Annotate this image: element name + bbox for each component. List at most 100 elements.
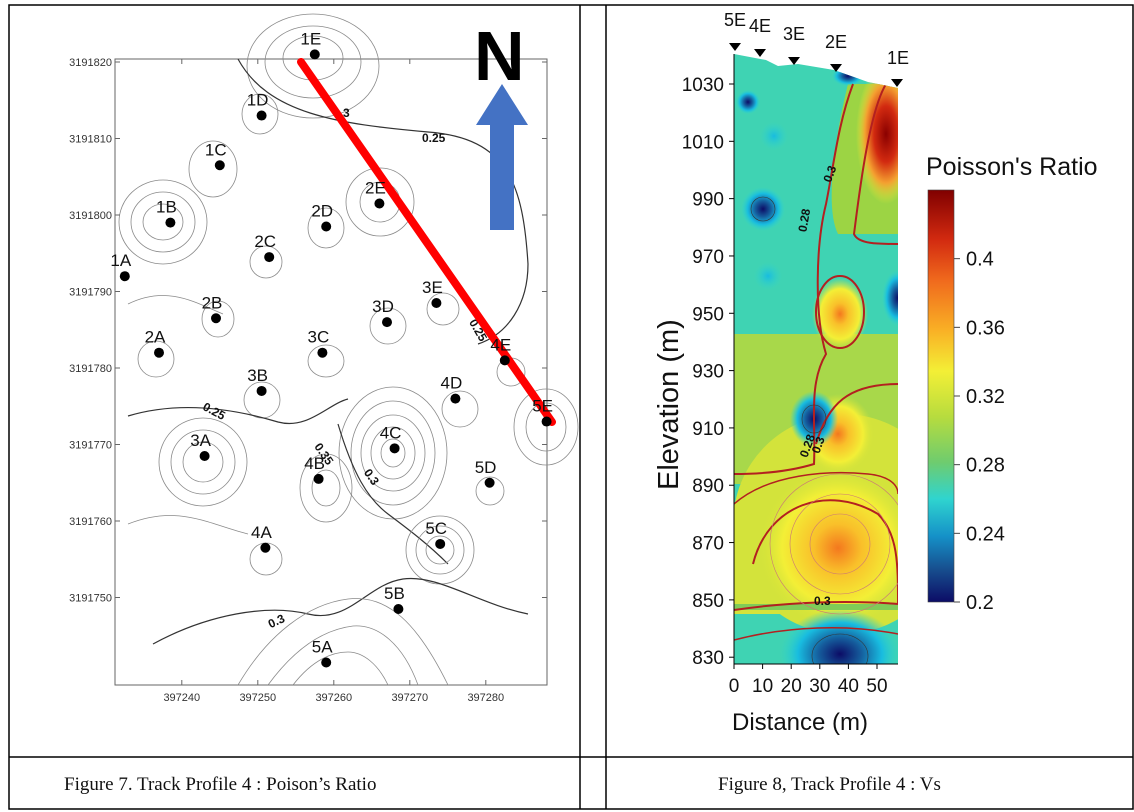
section-x-tick-label: 50 [866, 676, 887, 697]
station-label: 1A [110, 251, 131, 270]
map-y-tick-label: 3191770 [69, 440, 112, 452]
station-dot [499, 355, 510, 366]
section-y-tick-label: 970 [692, 247, 724, 268]
legend-tick-label: 0.24 [966, 523, 1005, 545]
map-frame [114, 58, 548, 686]
section-station-triangle [891, 79, 903, 87]
station-label: 5C [425, 519, 447, 538]
station-dot [484, 477, 495, 488]
section-station-triangle [754, 49, 766, 57]
station-label: 4E [490, 335, 511, 354]
map-y-tick-label: 3191750 [69, 593, 112, 605]
station-markers: 1E 1D 1C 1B 1A 2E 2D 2C 2B 2A 3E 3D 3C 3B 3A 4E 4D 4C 4B 4A… [110, 29, 553, 668]
station-label: 3C [308, 328, 330, 347]
caption-right: Figure 8, Track Profile 4 : Vs [718, 774, 941, 795]
station-dot [256, 110, 267, 121]
caption-left: Figure 7. Track Profile 4 : Poison’s Rat… [64, 774, 376, 795]
station-dot [260, 542, 271, 553]
station-label: 2B [202, 293, 223, 312]
station-dot [317, 347, 328, 358]
station-dot [313, 473, 324, 484]
section-y-tick-label: 830 [692, 648, 724, 669]
section-x-tick-label: 20 [781, 676, 802, 697]
contour-map: 0.3 0.25 0.25 0.35 0.3 0.3 0.25 31918203… [69, 13, 579, 704]
table-outer-border [8, 4, 1134, 810]
section-y-axis-label: Elevation (m) [653, 319, 685, 490]
station-dot [393, 603, 404, 614]
legend-tick-label: 0.2 [966, 592, 994, 614]
section-y-tick-label: 930 [692, 362, 724, 383]
station-dot [389, 443, 400, 454]
station-label: 1B [156, 198, 177, 217]
station-label: 4D [441, 374, 463, 393]
section-color-fill [734, 54, 898, 664]
section-station-label: 4E [749, 16, 771, 36]
station-dot [321, 221, 332, 232]
station-label: 5E [532, 397, 553, 416]
section-x-tick-label: 0 [729, 676, 740, 697]
station-dot [119, 271, 130, 282]
station-dot [374, 198, 385, 209]
map-x-tick-label: 397250 [239, 692, 276, 704]
legend-tick-label: 0.36 [966, 317, 1005, 339]
station-dot [199, 450, 210, 461]
map-contour-label: 0.3 [266, 611, 287, 631]
map-contour-label: 0.25 [422, 131, 446, 145]
station-label: 2D [311, 201, 333, 220]
station-dot [214, 160, 225, 171]
station-label: 5D [475, 458, 497, 477]
section-station-markers: 5E 4E 3E 2E 1E [724, 10, 909, 87]
section-contour-label: 0.3 [814, 594, 831, 608]
section-station-label: 5E [724, 10, 746, 30]
section-y-tick-label: 890 [692, 476, 724, 497]
section-station-label: 3E [783, 24, 805, 44]
station-dot [256, 385, 267, 396]
legend-ticks: 0.4 0.36 0.32 0.28 0.24 0.2 [954, 249, 1005, 614]
map-y-tick-label: 3191810 [69, 134, 112, 146]
station-label: 5B [384, 584, 405, 603]
section-station-triangle [729, 43, 741, 51]
station-label: 2A [145, 328, 166, 347]
north-arrow: N [474, 17, 528, 230]
station-label: 1E [300, 29, 321, 48]
station-dot [382, 317, 392, 328]
station-label: 4A [251, 523, 272, 542]
station-dot [154, 347, 164, 358]
legend-tick-label: 0.28 [966, 455, 1005, 477]
section-y-axis-ticks: 1030 1010 990 970 950 930 910 890 870 850 830 [682, 75, 734, 669]
map-x-tick-label: 397270 [391, 692, 428, 704]
station-label: 4C [380, 423, 402, 442]
section-x-tick-label: 10 [752, 676, 773, 697]
map-y-tick-label: 3191820 [69, 57, 112, 69]
section-x-tick-label: 40 [838, 676, 859, 697]
section-x-tick-label: 30 [809, 676, 830, 697]
section-y-tick-label: 850 [692, 591, 724, 612]
north-arrow-icon [476, 84, 528, 230]
station-label: 1D [247, 91, 269, 110]
section-y-tick-label: 870 [692, 534, 724, 555]
profile-line [297, 58, 556, 426]
legend-tick-label: 0.32 [966, 386, 1005, 408]
section-x-axis-ticks: 0 10 20 30 40 50 [729, 664, 888, 697]
station-label: 2C [254, 232, 276, 251]
contour-lines [118, 13, 579, 686]
station-dot [165, 217, 176, 228]
station-label: 3B [247, 366, 268, 385]
station-dot [264, 252, 275, 263]
station-label: 2E [365, 179, 386, 198]
map-x-tick-label: 397240 [163, 692, 200, 704]
section-contour-label: 0.28 [795, 207, 813, 233]
section-station-label: 1E [887, 48, 909, 68]
station-label: 4B [304, 454, 325, 473]
section-station-triangle [830, 64, 842, 72]
section-y-tick-label: 950 [692, 304, 724, 325]
map-y-tick-label: 3191790 [69, 287, 112, 299]
map-y-tick-label: 3191800 [69, 210, 112, 222]
figure-table: 0.3 0.25 0.25 0.35 0.3 0.3 0.25 31918203… [8, 4, 1134, 810]
legend-tick-label: 0.4 [966, 249, 994, 271]
station-dot [435, 538, 446, 549]
map-y-axis-ticks: 3191820 3191810 3191800 3191790 3191780 31917… [69, 57, 547, 605]
section-station-triangle [788, 57, 800, 65]
station-label: 3D [372, 297, 394, 316]
station-dot [321, 657, 332, 668]
